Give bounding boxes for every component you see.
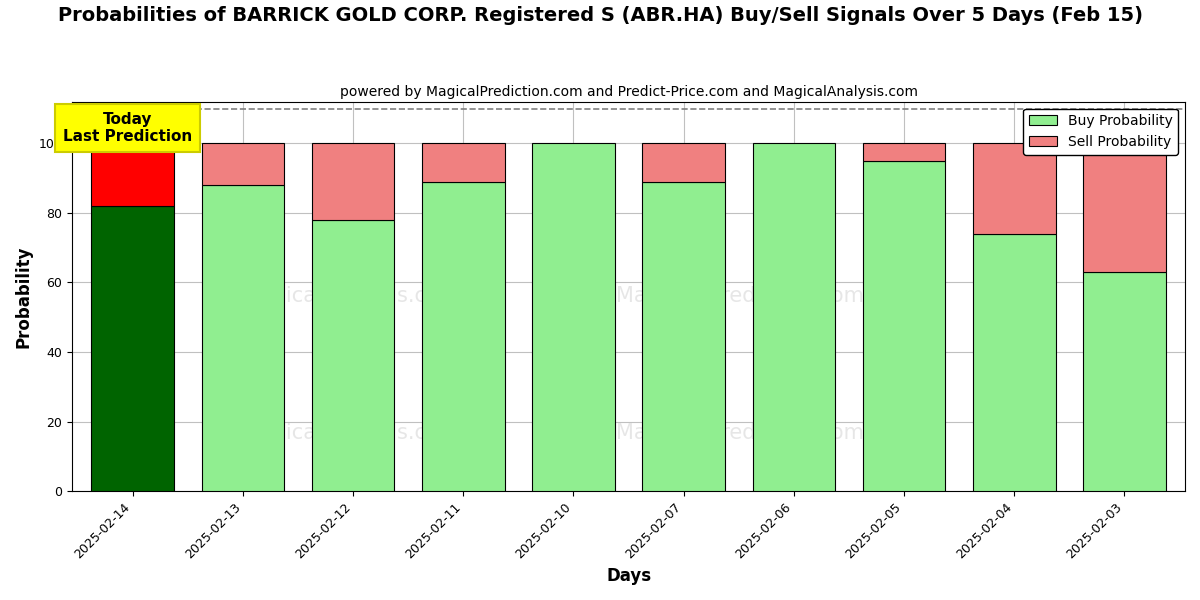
Bar xyxy=(91,206,174,491)
Bar xyxy=(642,182,725,491)
Bar xyxy=(1084,272,1165,491)
Bar xyxy=(91,143,174,206)
Bar xyxy=(973,234,1056,491)
Title: powered by MagicalPrediction.com and Predict-Price.com and MagicalAnalysis.com: powered by MagicalPrediction.com and Pre… xyxy=(340,85,918,99)
Text: MagicaldPrediction.com: MagicaldPrediction.com xyxy=(616,286,864,307)
X-axis label: Days: Days xyxy=(606,567,652,585)
Bar xyxy=(202,185,284,491)
Bar xyxy=(202,143,284,185)
Bar xyxy=(422,182,505,491)
Bar xyxy=(312,220,395,491)
Bar xyxy=(1084,143,1165,272)
Bar xyxy=(752,143,835,491)
Legend: Buy Probability, Sell Probability: Buy Probability, Sell Probability xyxy=(1024,109,1178,155)
Bar xyxy=(532,143,614,491)
Text: Probabilities of BARRICK GOLD CORP. Registered S (ABR.HA) Buy/Sell Signals Over : Probabilities of BARRICK GOLD CORP. Regi… xyxy=(58,6,1142,25)
Y-axis label: Probability: Probability xyxy=(16,245,34,347)
Bar xyxy=(863,143,946,161)
Bar xyxy=(312,143,395,220)
Text: MagicalAnalysis.com: MagicalAnalysis.com xyxy=(242,286,458,307)
Bar xyxy=(863,161,946,491)
Bar xyxy=(422,143,505,182)
Bar xyxy=(973,143,1056,234)
Text: Today
Last Prediction: Today Last Prediction xyxy=(62,112,192,145)
Bar xyxy=(642,143,725,182)
Text: MagicalAnalysis.com: MagicalAnalysis.com xyxy=(242,423,458,443)
Text: MagicaldPrediction.com: MagicaldPrediction.com xyxy=(616,423,864,443)
